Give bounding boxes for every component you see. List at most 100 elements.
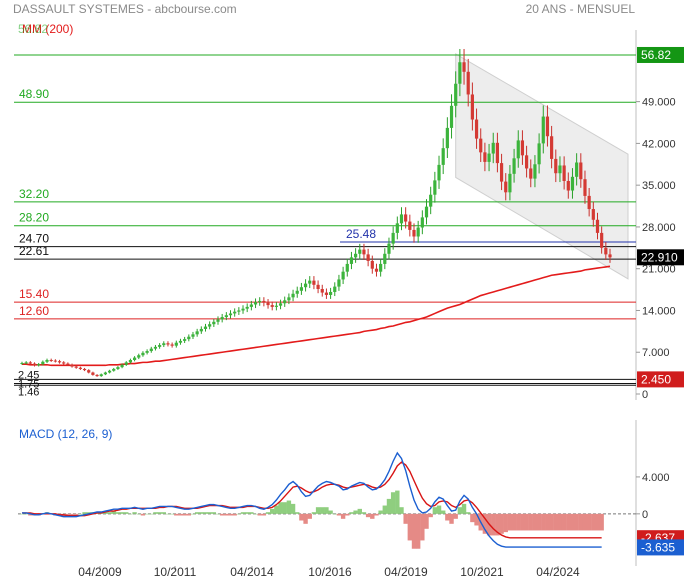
candle-body: [24, 362, 28, 364]
candle-body: [145, 351, 149, 353]
candle-body: [379, 263, 383, 272]
candle-body: [391, 232, 395, 244]
candle-body: [366, 254, 370, 261]
candle-body: [308, 280, 312, 284]
macd-histogram-bar: [157, 512, 162, 514]
macd-histogram-bar: [119, 512, 125, 514]
candle-body: [245, 306, 249, 309]
macd-histogram-bar: [315, 507, 321, 514]
macd-histogram-bar: [361, 512, 367, 514]
macd-title: MACD (12, 26, 9): [19, 427, 112, 441]
macd-histogram-bar: [253, 513, 258, 515]
macd-histogram-bar: [370, 513, 375, 519]
candle-body: [479, 138, 483, 153]
candle-body: [208, 324, 212, 327]
candle-body: [141, 352, 145, 356]
candle-body: [545, 116, 550, 137]
macd-histogram-bar: [224, 513, 229, 516]
macd-histogram-bar: [228, 513, 233, 516]
macd-histogram-bar: [161, 512, 166, 514]
macd-histogram-bar: [357, 508, 362, 514]
candle-body: [62, 362, 66, 364]
candle-body: [287, 297, 291, 301]
candle-body: [387, 243, 391, 254]
macd-histogram-bar: [549, 513, 554, 531]
macd-histogram-bar: [524, 513, 529, 531]
price-ytick-label: 14.000: [642, 305, 676, 317]
xtick-label: 04/2019: [384, 565, 428, 579]
candle-body: [520, 140, 525, 156]
candle-body: [595, 219, 600, 233]
candle-body: [537, 143, 541, 165]
macd-histogram-bar: [411, 513, 417, 549]
candle-body: [274, 305, 278, 307]
macd-histogram-bar: [303, 513, 308, 524]
candle-body: [316, 284, 320, 289]
candle-body: [199, 328, 203, 332]
xtick-label: 04/2014: [230, 565, 274, 579]
macd-histogram-bar: [574, 513, 579, 531]
candle-body: [149, 348, 153, 352]
macd-histogram-bar: [19, 513, 25, 515]
candle-body: [174, 342, 178, 346]
candle-body: [266, 302, 270, 306]
macd-histogram-bar: [499, 513, 504, 534]
level-label: 32.20: [19, 187, 49, 201]
candle-body: [499, 163, 504, 182]
macd-histogram-bar: [536, 513, 542, 531]
xtick-label: 04/2009: [78, 565, 122, 579]
macd-histogram-bar: [282, 502, 287, 514]
candle-body: [562, 165, 566, 181]
candle-body: [20, 362, 24, 364]
macd-histogram-bar: [349, 512, 354, 514]
candle-body: [395, 223, 399, 233]
candle-body: [404, 214, 408, 222]
candle-body: [249, 304, 253, 307]
price-ytick-label: 7.000: [642, 347, 670, 359]
candle-body: [374, 268, 379, 272]
macd-histogram-bar: [432, 507, 438, 514]
candle-body: [516, 140, 520, 159]
macd-ytick-label: 4.000: [642, 472, 670, 484]
candle-body: [28, 362, 32, 364]
candle-body: [32, 363, 37, 366]
candle-body: [45, 359, 49, 362]
macd-histogram-bar: [299, 513, 304, 521]
candle-body: [445, 127, 449, 149]
candle-body: [437, 164, 441, 181]
macd-histogram-bar: [153, 512, 158, 514]
level-label: 1.75: [18, 379, 39, 391]
price-ytick-label: 42.000: [642, 138, 676, 150]
candle-body: [241, 308, 245, 311]
candle-body: [512, 158, 516, 174]
candle-body: [424, 206, 429, 218]
macd-histogram-bar: [424, 513, 429, 529]
candle-body: [487, 153, 491, 162]
macd-histogram-bar: [428, 513, 433, 518]
macd-histogram-bar: [78, 513, 83, 515]
candle-body: [587, 195, 591, 210]
xtick-label: 04/2024: [536, 565, 580, 579]
macd-histogram-bar: [128, 513, 133, 515]
ma-label: MM (200): [22, 22, 73, 36]
macd-histogram-bar: [82, 512, 87, 514]
candle-body: [253, 302, 258, 305]
macd-histogram-bar: [286, 500, 292, 514]
macd-histogram-bar: [311, 512, 317, 514]
level-label: 22.61: [19, 244, 49, 258]
candle-body: [278, 303, 283, 306]
level-badge-low: 2.450: [641, 372, 671, 386]
candle-body: [87, 370, 91, 373]
candle-body: [324, 292, 329, 295]
macd-histogram-bar: [23, 513, 29, 515]
price-ytick-label: 28.000: [642, 222, 676, 234]
macd-histogram-bar: [199, 512, 204, 514]
macd-histogram-bar: [249, 512, 254, 514]
macd-histogram-bar: [132, 512, 137, 514]
level-badge-high: 56.82: [641, 48, 671, 62]
candle-body: [183, 339, 187, 341]
candle-body: [370, 260, 374, 269]
macd-histogram-bar: [190, 513, 196, 515]
macd-histogram-bar: [516, 513, 521, 531]
